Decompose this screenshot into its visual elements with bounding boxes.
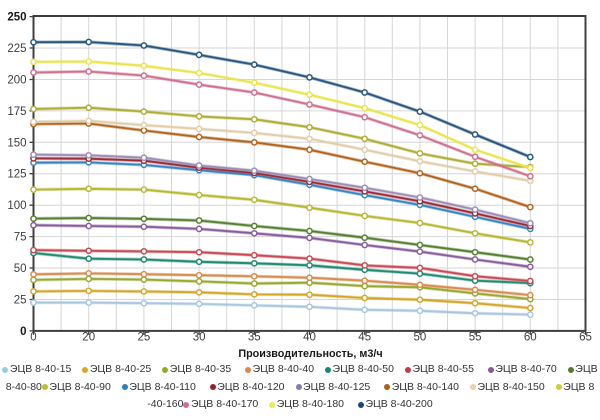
- svg-text:55: 55: [469, 332, 482, 344]
- svg-text:45: 45: [358, 332, 371, 344]
- svg-text:150: 150: [7, 137, 26, 149]
- svg-text:225: 225: [7, 43, 26, 55]
- svg-text:30: 30: [193, 332, 206, 344]
- svg-text:25: 25: [138, 332, 151, 344]
- svg-text:175: 175: [7, 106, 26, 118]
- svg-text:125: 125: [7, 169, 26, 181]
- svg-text:50: 50: [414, 332, 427, 344]
- svg-text:0: 0: [20, 326, 26, 338]
- svg-text:75: 75: [14, 232, 27, 244]
- svg-text:35: 35: [248, 332, 261, 344]
- svg-text:100: 100: [7, 200, 26, 212]
- svg-text:200: 200: [7, 75, 26, 87]
- svg-text:0: 0: [30, 332, 36, 344]
- svg-text:50: 50: [14, 263, 27, 275]
- svg-text:65: 65: [579, 332, 592, 344]
- svg-text:250: 250: [7, 12, 26, 24]
- svg-text:60: 60: [524, 332, 537, 344]
- svg-text:20: 20: [82, 332, 95, 344]
- svg-text:25: 25: [14, 295, 27, 307]
- svg-text:Производительность, м3/ч: Производительность, м3/ч: [238, 348, 382, 360]
- svg-text:40: 40: [303, 332, 316, 344]
